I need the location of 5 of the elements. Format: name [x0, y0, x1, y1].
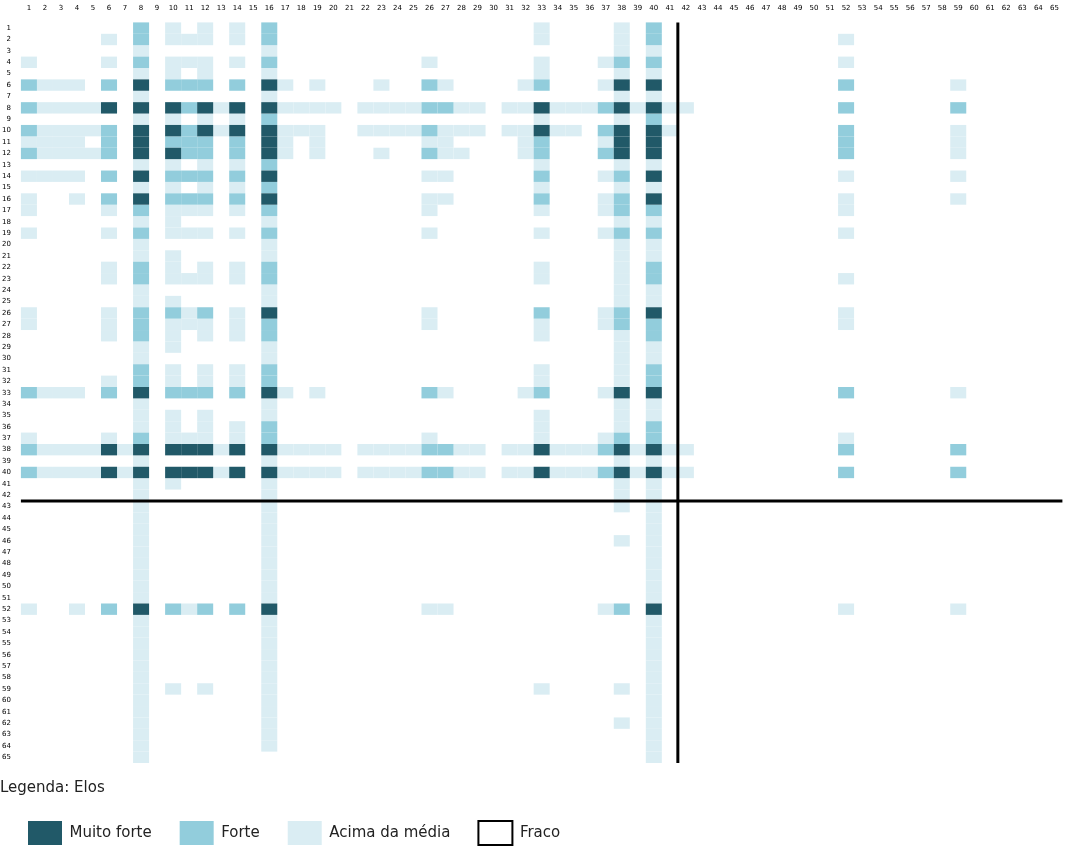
- legend-label: Fraco: [519, 822, 561, 841]
- legend-label: Muito forte: [69, 822, 152, 841]
- legend-label: Forte: [221, 822, 260, 841]
- legend-label: Acima da média: [329, 822, 451, 841]
- legend-title: Legenda: Elos: [0, 778, 105, 797]
